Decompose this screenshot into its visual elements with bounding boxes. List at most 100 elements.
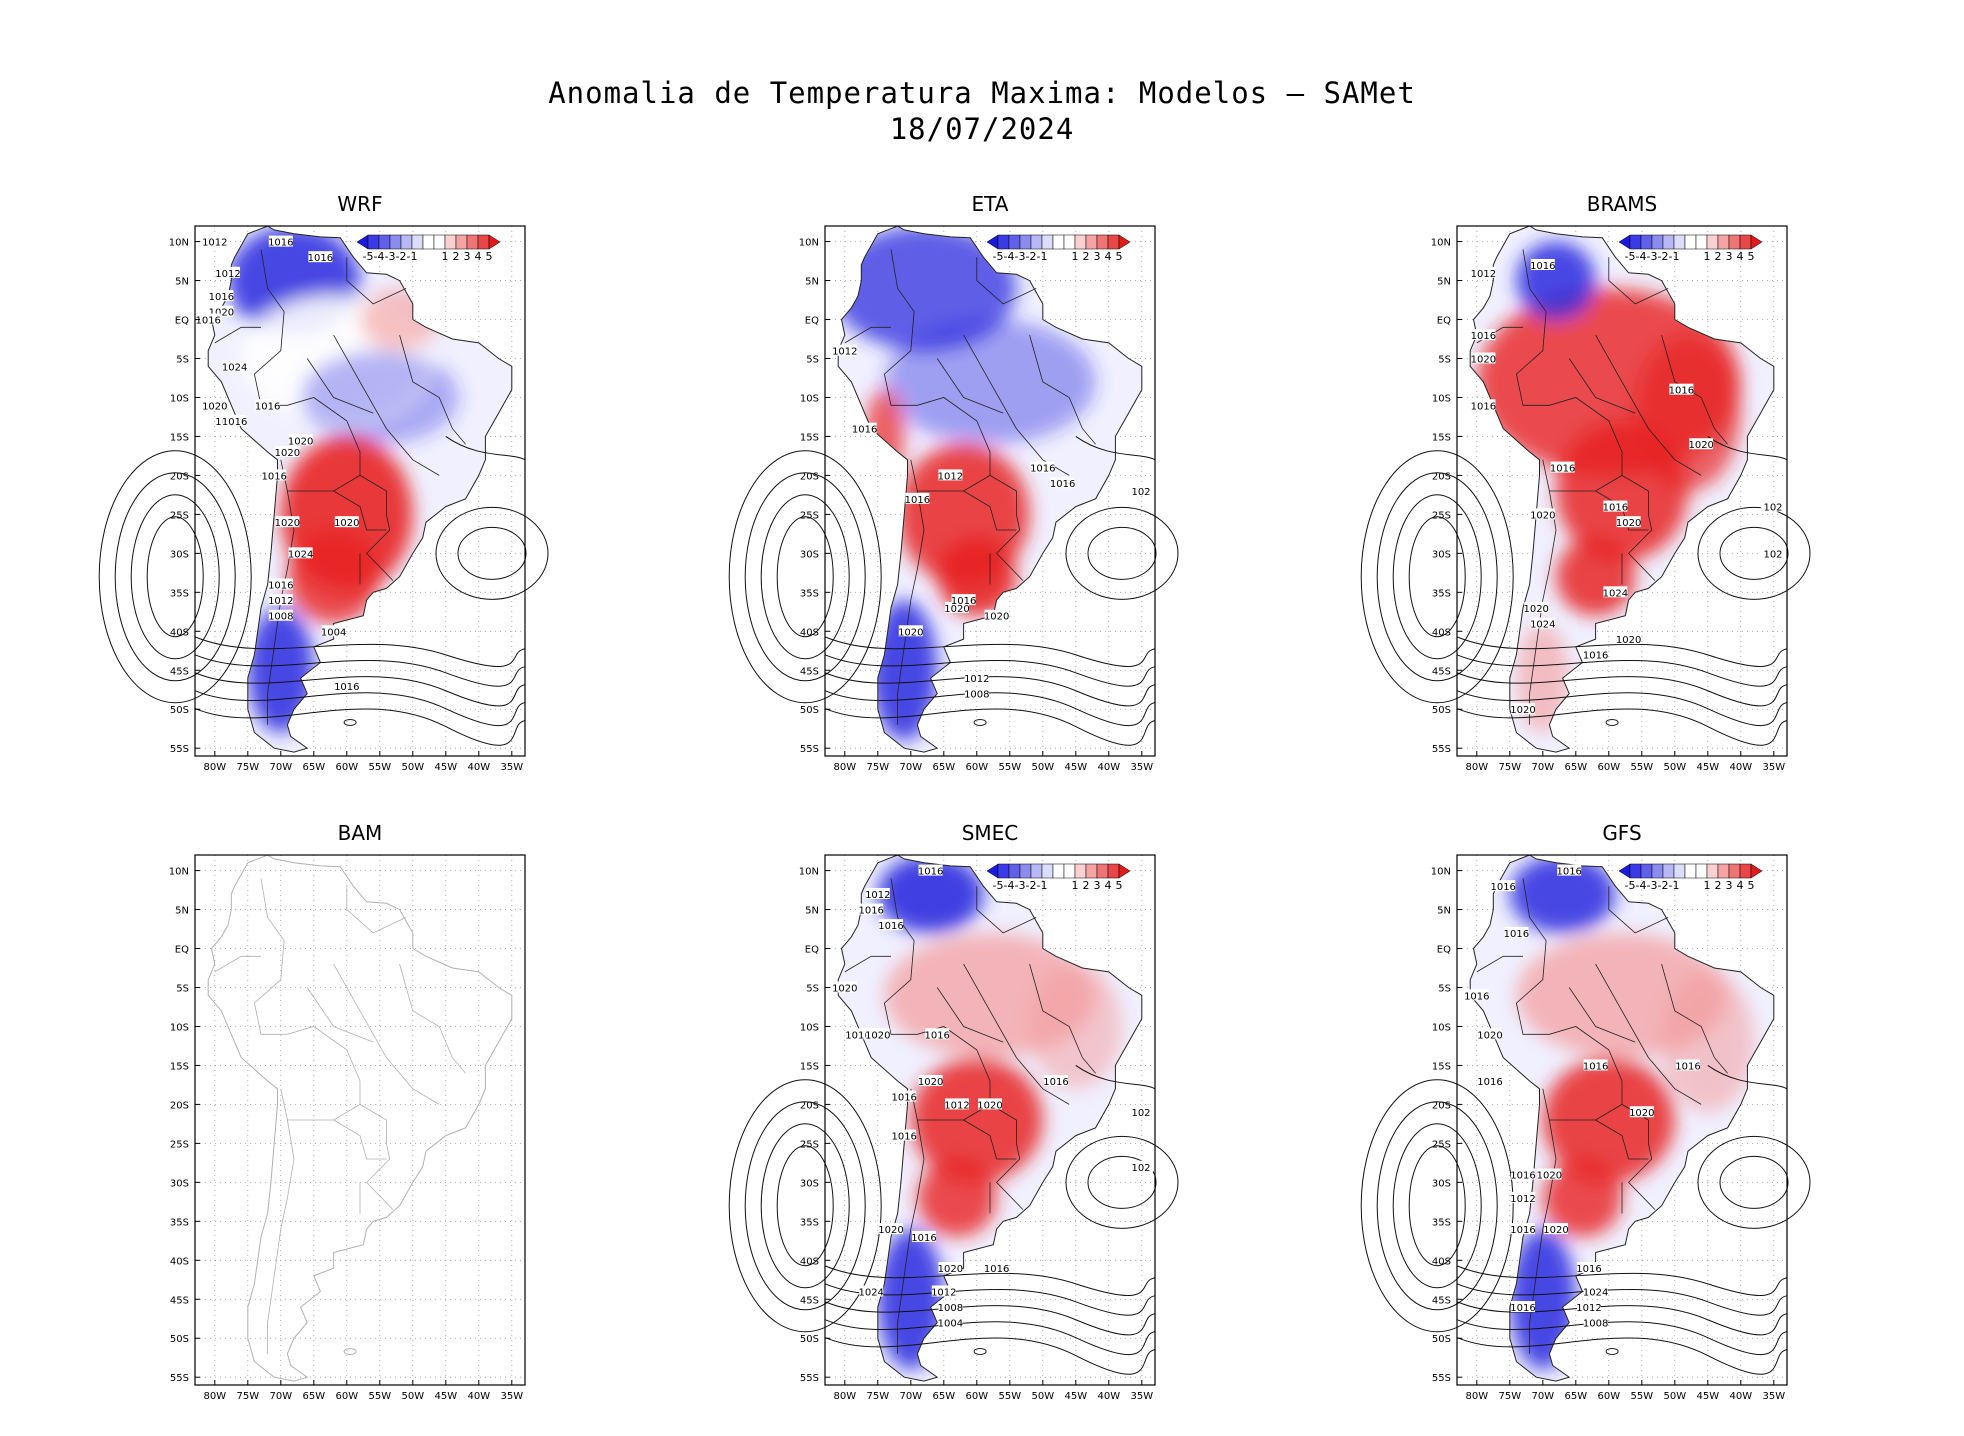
- isobar-label: 1020: [832, 984, 857, 995]
- isobar-label: 1016: [984, 1264, 1009, 1275]
- isobar-label: 1020: [275, 448, 300, 459]
- isobar-label-bg: [1478, 1075, 1502, 1087]
- isobar-label-bg: [892, 1129, 917, 1141]
- isobar-label: 1024: [222, 362, 247, 373]
- lat-tick-label: 55S: [170, 1373, 189, 1384]
- colorbar-swatch: [1651, 234, 1664, 250]
- lon-tick-label: 55W: [1630, 1391, 1653, 1402]
- colorbar-tick-label: -1: [1669, 250, 1680, 263]
- lon-tick-label: 55W: [368, 762, 391, 773]
- lon-tick-label: 55W: [368, 1391, 391, 1402]
- isobar-label-bg: [1530, 508, 1555, 520]
- lon-tick-label: 40W: [467, 762, 490, 773]
- lon-tick-label: 45W: [1064, 1391, 1087, 1402]
- lon-tick-label: 80W: [833, 762, 856, 773]
- lon-tick-label: 80W: [1465, 1391, 1488, 1402]
- lat-tick-label: 20S: [1432, 1100, 1451, 1111]
- country-border: [253, 878, 394, 1210]
- isobar-label: 1016: [858, 906, 883, 917]
- country-border: [844, 326, 891, 344]
- anomaly-region: [300, 350, 459, 445]
- coastline: [837, 854, 1143, 1382]
- colorbar-swatch: [1717, 234, 1730, 250]
- map-bam: 10N 5N EQ 5S 10S 15S 20S 25S 30S 35S 40S 45S 50S 55S 8…: [169, 854, 526, 1402]
- lat-tick-label: 10N: [799, 238, 819, 249]
- isobar-lines: [728, 436, 1179, 746]
- isobar-label-bg: [892, 1090, 917, 1102]
- isobar-label: 1008: [268, 612, 293, 623]
- colorbar-tick-label: 1: [1704, 879, 1711, 892]
- isobar-label-bg: [1471, 352, 1496, 364]
- isobar-label-bg: [832, 344, 857, 356]
- country-border: [346, 257, 407, 305]
- isobar-label-bg: [1629, 1106, 1654, 1118]
- lat-tick-label: 25S: [800, 510, 819, 521]
- isobar-label-bg: [1603, 500, 1628, 512]
- isobar-label-bg: [859, 903, 884, 915]
- isobar-label: 1020: [1471, 355, 1496, 366]
- colorbar-tick-label: 4: [475, 250, 482, 263]
- isobar-label-bg: [905, 492, 930, 504]
- isobar-label-bg: [1669, 383, 1694, 395]
- isobar-label-bg: [275, 446, 300, 458]
- isobar-label: 1016: [1576, 1264, 1601, 1275]
- lon-tick-label: 35W: [500, 1391, 523, 1402]
- colorbar-swatch: [411, 234, 424, 250]
- colorbar-swatch: [1052, 863, 1065, 879]
- lon-tick-label: 50W: [1663, 1391, 1686, 1402]
- country-border: [346, 886, 407, 934]
- isobar-label-bg: [321, 625, 346, 637]
- isobar-label: 1024: [1583, 1287, 1608, 1298]
- country-border: [333, 1119, 387, 1160]
- colorbar-tick-label: 4: [1737, 879, 1744, 892]
- lat-tick-label: 40S: [800, 627, 819, 638]
- isobar-label-bg: [1511, 703, 1535, 715]
- colorbar-swatch: [389, 234, 402, 250]
- isobar-label-bg: [308, 251, 333, 263]
- isobar-label: 1016: [1471, 331, 1496, 342]
- panel-wrf: WRF 1012 1016 1016 1012 1016 1020 1016 1024 1020…: [98, 192, 549, 773]
- isobar-label: 1016: [195, 316, 220, 327]
- coastline: [1469, 225, 1775, 753]
- isobar-label-bg: [1676, 1059, 1700, 1071]
- colorbar-tick-label: 4: [1737, 250, 1744, 263]
- lat-tick-label: 55S: [800, 744, 819, 755]
- isobar-label-bg: [1050, 477, 1075, 489]
- lat-tick-label: 20S: [170, 1100, 189, 1111]
- isobar-label: 1020: [209, 308, 234, 319]
- lon-tick-label: 40W: [467, 1391, 490, 1402]
- lon-tick-label: 55W: [998, 1391, 1021, 1402]
- isobar-label: 1020: [1523, 604, 1548, 615]
- panel-smec: SMEC 1016 1012 1016 1016 1020 1016 1020 1016 102…: [728, 821, 1179, 1402]
- lat-tick-label: 50S: [800, 1334, 819, 1345]
- colorbar-swatch: [1640, 234, 1653, 250]
- isobar-label: 1016: [1669, 386, 1694, 397]
- anomaly-region: [1542, 1158, 1622, 1237]
- lat-tick-label: 30S: [1432, 1178, 1451, 1189]
- isobar-label: 1016: [852, 425, 877, 436]
- lat-tick-label: 20S: [1432, 471, 1451, 482]
- colorbar-tick-label: 5: [1116, 250, 1123, 263]
- lon-tick-label: 80W: [1465, 762, 1488, 773]
- isobar-label-bg: [268, 609, 293, 621]
- lon-tick-label: 45W: [434, 1391, 457, 1402]
- lat-tick-label: 10N: [1431, 238, 1451, 249]
- colorbar-tick-label: -4: [1636, 879, 1647, 892]
- isobar-label: 1016: [209, 292, 234, 303]
- isobar-label-bg: [912, 1230, 936, 1242]
- lon-tick-label: 50W: [401, 762, 424, 773]
- lat-tick-label: 5N: [175, 906, 189, 917]
- isobar-label: 1024: [1603, 588, 1628, 599]
- lat-tick-label: 35S: [800, 588, 819, 599]
- isobar-label: 102: [1131, 1108, 1150, 1119]
- colorbar-swatch: [1085, 863, 1098, 879]
- lat-tick-label: 40S: [800, 1256, 819, 1267]
- country-border: [963, 1119, 1017, 1160]
- isobar-label: 1016: [924, 1030, 949, 1041]
- country-border: [253, 249, 394, 581]
- figure-date: 18/07/2024: [889, 112, 1075, 146]
- colorbar: -5 -4 -3 -2 -1 1 2 3 4 5: [1618, 234, 1763, 263]
- lat-tick-label: 20S: [800, 471, 819, 482]
- colorbar-tick-label: -1: [1037, 250, 1048, 263]
- lat-tick-label: 40S: [170, 627, 189, 638]
